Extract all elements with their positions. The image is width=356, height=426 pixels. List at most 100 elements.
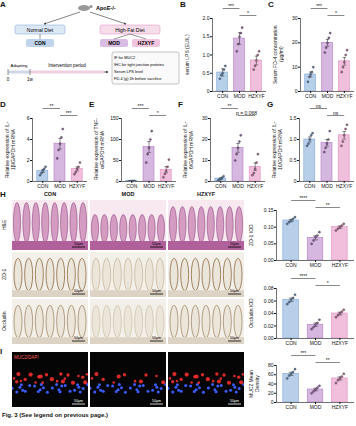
svg-text:HZXYF: HZXYF	[158, 183, 174, 189]
svg-text:0.10: 0.10	[264, 224, 274, 230]
svg-text:2.0: 2.0	[203, 15, 210, 21]
svg-text:HZXYF: HZXYF	[138, 40, 154, 46]
svg-text:CON: CON	[34, 40, 46, 46]
svg-text:80: 80	[268, 362, 274, 368]
svg-text:HZXYF: HZXYF	[247, 183, 263, 189]
svg-text:50μm: 50μm	[230, 399, 239, 403]
svg-text:HZXYF: HZXYF	[332, 262, 348, 268]
svg-text:0: 0	[7, 77, 10, 82]
svg-text:CON: CON	[286, 262, 298, 268]
svg-text:2: 2	[27, 157, 30, 163]
svg-text:0.15: 0.15	[264, 207, 274, 213]
svg-text:0.08: 0.08	[264, 285, 274, 291]
svg-text:50μm: 50μm	[230, 289, 239, 293]
svg-text:CON: CON	[305, 93, 317, 99]
svg-text:30: 30	[202, 115, 208, 121]
svg-text:p = 0.068: p = 0.068	[236, 110, 257, 116]
svg-text:1.0: 1.0	[290, 136, 297, 142]
svg-text:0.00: 0.00	[264, 257, 274, 263]
svg-text:MOD: MOD	[310, 262, 322, 268]
svg-text:50μm: 50μm	[152, 399, 161, 403]
svg-text:1w: 1w	[27, 77, 34, 82]
svg-text:0: 0	[205, 178, 208, 184]
svg-text:*: *	[157, 110, 159, 116]
svg-text:1.5: 1.5	[203, 33, 210, 39]
svg-text:50μm: 50μm	[152, 336, 161, 340]
svg-text:**: **	[49, 103, 53, 109]
svg-text:50μm: 50μm	[74, 399, 83, 403]
svg-text:FD-4 (g) 3h before sacrifice: FD-4 (g) 3h before sacrifice	[114, 76, 161, 81]
svg-text:IHC for tight junction protein: IHC for tight junction proteins	[114, 62, 164, 67]
svg-text:0: 0	[27, 178, 30, 184]
svg-text:0.5: 0.5	[203, 70, 210, 76]
svg-text:50μm: 50μm	[74, 242, 83, 246]
svg-text:0.02: 0.02	[264, 323, 274, 329]
svg-text:0: 0	[294, 178, 297, 184]
svg-text:***: ***	[316, 3, 322, 9]
svg-text:10: 10	[202, 157, 208, 163]
svg-text:MOD: MOD	[234, 93, 246, 99]
svg-text:CON: CON	[215, 183, 227, 189]
svg-text:IF for MUC2: IF for MUC2	[114, 55, 135, 60]
svg-text:0: 0	[295, 88, 298, 94]
svg-text:CON: CON	[304, 183, 316, 189]
svg-text:150: 150	[110, 115, 119, 121]
svg-text:Serum LPS level: Serum LPS level	[114, 69, 143, 74]
svg-text:HZXYF: HZXYF	[332, 340, 348, 346]
svg-text:CON: CON	[217, 93, 229, 99]
svg-text:****: ****	[299, 273, 307, 279]
svg-text:MOD: MOD	[310, 404, 322, 410]
svg-text:50μm: 50μm	[230, 242, 239, 246]
svg-text:0.04: 0.04	[264, 310, 274, 316]
svg-text:50μm: 50μm	[230, 336, 239, 340]
svg-text:50μm: 50μm	[74, 336, 83, 340]
svg-text:MOD: MOD	[54, 183, 66, 189]
svg-text:CON: CON	[37, 183, 49, 189]
svg-text:20: 20	[202, 136, 208, 142]
svg-text:0.5: 0.5	[290, 157, 297, 163]
svg-text:30: 30	[292, 15, 298, 21]
svg-text:High-Fat Diet: High-Fat Diet	[115, 27, 145, 33]
svg-text:*: *	[247, 10, 249, 16]
svg-text:****: ****	[299, 195, 307, 201]
svg-text:**: **	[227, 103, 231, 109]
svg-text:ApoE-/-: ApoE-/-	[96, 5, 116, 11]
svg-text:0: 0	[116, 178, 119, 184]
svg-text:HZXYF: HZXYF	[248, 93, 264, 99]
svg-text:**: **	[326, 357, 330, 363]
svg-text:MOD: MOD	[321, 183, 333, 189]
svg-text:60: 60	[268, 371, 274, 377]
svg-text:20: 20	[268, 390, 274, 396]
svg-text:MOD: MOD	[108, 40, 120, 46]
svg-text:50μm: 50μm	[152, 242, 161, 246]
svg-text:ns: ns	[333, 110, 339, 116]
svg-text:Normal Diet: Normal Diet	[27, 27, 54, 33]
svg-text:1.0: 1.0	[203, 52, 210, 58]
svg-text:0: 0	[207, 88, 210, 94]
svg-text:***: ***	[137, 103, 143, 109]
svg-text:0.05: 0.05	[264, 240, 274, 246]
svg-text:**: **	[326, 202, 330, 208]
svg-text:40: 40	[268, 381, 274, 387]
svg-text:MOD: MOD	[310, 340, 322, 346]
svg-text:ns: ns	[316, 103, 322, 109]
svg-text:HZXYF: HZXYF	[336, 183, 352, 189]
svg-text:50: 50	[113, 157, 119, 163]
svg-text:Adapting: Adapting	[11, 63, 29, 68]
svg-text:20: 20	[292, 39, 298, 45]
svg-text:Intervention period: Intervention period	[48, 63, 86, 68]
svg-text:4: 4	[27, 136, 30, 142]
svg-text:50μm: 50μm	[152, 289, 161, 293]
svg-text:0.06: 0.06	[264, 298, 274, 304]
svg-text:***: ***	[228, 3, 234, 9]
svg-text:1.5: 1.5	[290, 115, 297, 121]
svg-text:0.00: 0.00	[264, 335, 274, 341]
svg-text:MOD: MOD	[322, 93, 334, 99]
svg-text:10: 10	[292, 64, 298, 70]
svg-text:MUC2/DAPI: MUC2/DAPI	[14, 355, 39, 360]
svg-text:6: 6	[27, 115, 30, 121]
svg-text:0: 0	[271, 399, 274, 405]
svg-text:CON: CON	[286, 340, 298, 346]
svg-text:*: *	[327, 280, 329, 286]
svg-text:*: *	[335, 10, 337, 16]
